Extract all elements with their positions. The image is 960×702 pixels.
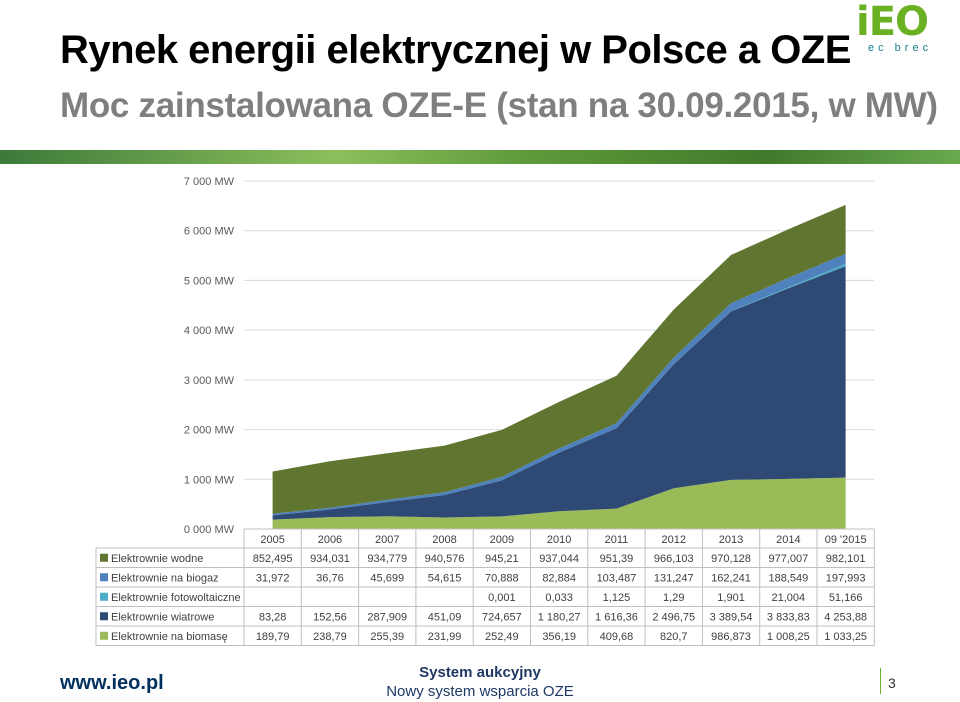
y-tick-label: 1 000 MW — [184, 474, 235, 486]
area-biomase — [272, 477, 846, 529]
y-tick-label: 5 000 MW — [184, 275, 235, 287]
y-tick-label: 3 000 MW — [184, 375, 235, 387]
area-wodne — [272, 204, 846, 514]
y-tick-label: 4 000 MW — [184, 325, 235, 337]
data-label: 252,49 — [485, 631, 519, 643]
y-tick-label: 6 000 MW — [184, 226, 235, 238]
data-label: 451,09 — [428, 611, 462, 623]
legend-swatch-wodne — [100, 553, 108, 562]
data-label: 188,549 — [768, 572, 808, 584]
legend-label-wiatrowe: Elektrownie wiatrowe — [111, 611, 214, 623]
x-tick-label: 09 '2015 — [825, 534, 867, 546]
data-label: 977,007 — [768, 553, 808, 565]
data-label: 934,031 — [310, 553, 350, 565]
data-label: 131,247 — [654, 572, 694, 584]
x-tick-label: 2012 — [662, 534, 686, 546]
y-tick-label: 0 000 MW — [184, 524, 235, 536]
legend-label-wodne: Elektrownie wodne — [111, 553, 203, 565]
data-label: 356,19 — [542, 631, 576, 643]
data-label: 970,128 — [711, 553, 751, 565]
x-tick-label: 2013 — [719, 534, 743, 546]
footer-url: www.ieo.pl — [60, 672, 164, 694]
legend-label-biomase: Elektrownie na biomasę — [111, 631, 228, 643]
data-label: 409,68 — [600, 631, 634, 643]
data-label: 724,657 — [482, 611, 522, 623]
data-label: 2 496,75 — [652, 611, 695, 623]
slide-title: Rynek energii elektrycznej w Polsce a OZ… — [60, 28, 851, 72]
x-tick-label: 2006 — [318, 534, 342, 546]
footer-line2: Nowy system wsparcia OZE — [386, 683, 574, 700]
data-label: 4 253,88 — [824, 611, 867, 623]
x-tick-label: 2010 — [547, 534, 571, 546]
page-number: 3 — [888, 675, 896, 691]
stacked-area-chart: 0 000 MW 1 000 MW 2 000 MW 3 000 MW 4 000 MW… — [95, 176, 875, 646]
data-label: 934,779 — [367, 553, 407, 565]
data-label: 83,28 — [259, 611, 287, 623]
data-label: 45,699 — [370, 572, 404, 584]
legend-swatch-fotowoltaiczne — [100, 592, 108, 601]
legend-swatch-biomase — [100, 631, 108, 640]
legend-swatch-biogaz — [100, 573, 108, 582]
area-biogaz — [272, 253, 846, 516]
data-label: 940,576 — [425, 553, 465, 565]
data-label: 945,21 — [485, 553, 519, 565]
data-label: 82,884 — [542, 572, 576, 584]
legend-label-biogaz: Elektrownie na biogaz — [111, 572, 219, 584]
area-wiatrowe — [272, 266, 846, 520]
data-label: 1 033,25 — [824, 631, 867, 643]
data-label: 31,972 — [256, 572, 290, 584]
data-label: 287,909 — [367, 611, 407, 623]
x-tick-label: 2008 — [432, 534, 456, 546]
decorative-band — [0, 150, 960, 164]
logo-subtext: ec brec — [868, 42, 933, 54]
data-label: 982,101 — [826, 553, 866, 565]
data-label: 3 389,54 — [710, 611, 753, 623]
data-label: 1,29 — [663, 592, 684, 604]
data-label: 1 180,27 — [538, 611, 581, 623]
data-label: 852,495 — [253, 553, 293, 565]
data-label: 70,888 — [485, 572, 519, 584]
footer-center: System aukcyjny Nowy system wsparcia OZE — [330, 664, 630, 700]
data-label: 162,241 — [711, 572, 751, 584]
data-label: 36,76 — [316, 572, 344, 584]
y-tick-label: 2 000 MW — [184, 425, 235, 437]
data-label: 54,615 — [428, 572, 462, 584]
data-label: 820,7 — [660, 631, 688, 643]
legend-swatch-wiatrowe — [100, 612, 108, 621]
data-label: 51,166 — [829, 592, 863, 604]
x-tick-label: 2014 — [776, 534, 800, 546]
data-label: 255,39 — [370, 631, 404, 643]
data-label: 1,125 — [603, 592, 631, 604]
data-label: 951,39 — [600, 553, 634, 565]
data-label: 152,56 — [313, 611, 347, 623]
legend-label-fotowoltaiczne: Elektrownie fotowoltaiczne — [111, 592, 241, 604]
y-tick-label: 7 000 MW — [184, 176, 235, 188]
data-label: 966,103 — [654, 553, 694, 565]
data-label: 231,99 — [428, 631, 462, 643]
footer-line1: System aukcyjny — [419, 664, 541, 681]
data-label: 21,004 — [772, 592, 806, 604]
data-label: 0,001 — [488, 592, 516, 604]
data-label: 197,993 — [826, 572, 866, 584]
data-label: 238,79 — [313, 631, 347, 643]
data-label: 103,487 — [597, 572, 637, 584]
logo-text: iEO — [856, 0, 929, 45]
x-tick-label: 2005 — [260, 534, 284, 546]
slide-subtitle: Moc zainstalowana OZE-E (stan na 30.09.2… — [60, 86, 938, 125]
ieo-logo: iEO ec brec — [856, 0, 956, 60]
data-label: 986,873 — [711, 631, 751, 643]
data-label: 1 616,36 — [595, 611, 638, 623]
x-tick-label: 2009 — [490, 534, 514, 546]
x-tick-label: 2007 — [375, 534, 399, 546]
x-tick-label: 2011 — [605, 534, 629, 546]
data-label: 937,044 — [539, 553, 579, 565]
data-label: 1 008,25 — [767, 631, 810, 643]
data-label: 3 833,83 — [767, 611, 810, 623]
data-label: 0,033 — [545, 592, 573, 604]
data-label: 189,79 — [256, 631, 290, 643]
data-label: 1,901 — [717, 592, 745, 604]
footer-divider — [880, 668, 881, 694]
